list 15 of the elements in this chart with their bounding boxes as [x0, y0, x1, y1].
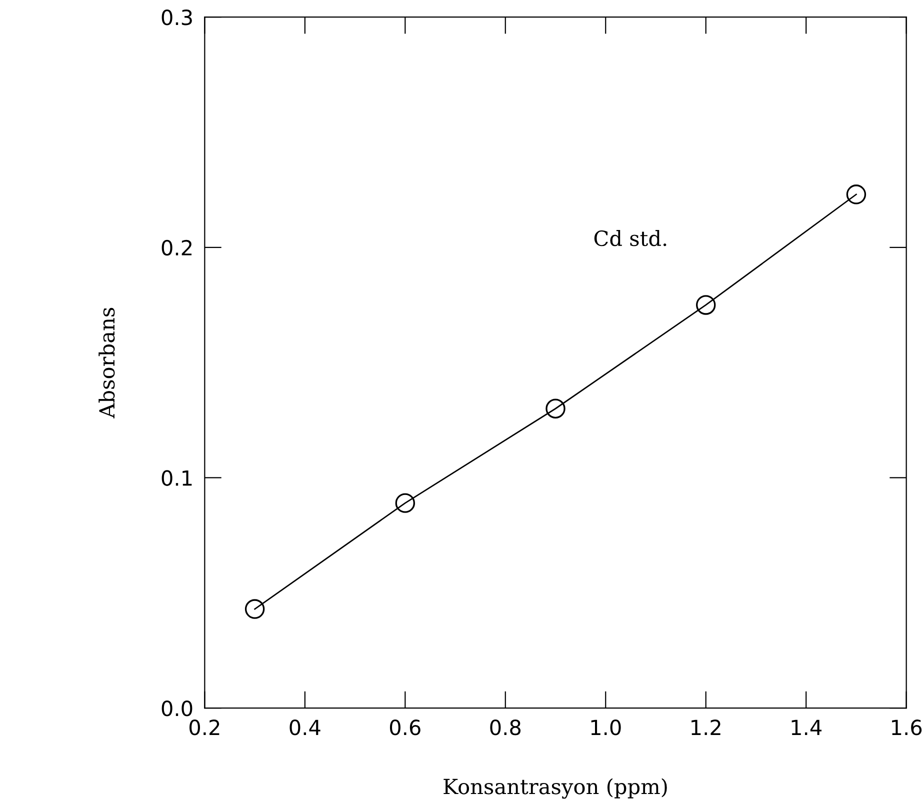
x-tick-label: 1.4 [792, 720, 822, 736]
x-tick-label: 1.0 [591, 720, 621, 736]
x-tick-label: 0.4 [290, 720, 320, 736]
x-tick-label: 0.8 [490, 720, 521, 736]
y-tick-label: 0.1 [162, 470, 192, 486]
x-tick-label: 1.2 [692, 720, 720, 736]
x-axis-title: Konsantrasyon (ppm) [444, 778, 667, 799]
y-axis-title: Absorbans [98, 308, 115, 418]
text: Cd std. [594, 230, 666, 246]
x-tick-label: 0.6 [390, 720, 420, 736]
y-tick-label: 0.3 [162, 10, 192, 26]
y-tick-label: 0.2 [162, 240, 192, 256]
x-tick-label: 0.2 [189, 720, 220, 736]
y-tick-label: 0.0 [162, 700, 192, 716]
x-tick-label: 1.6 [892, 720, 922, 736]
